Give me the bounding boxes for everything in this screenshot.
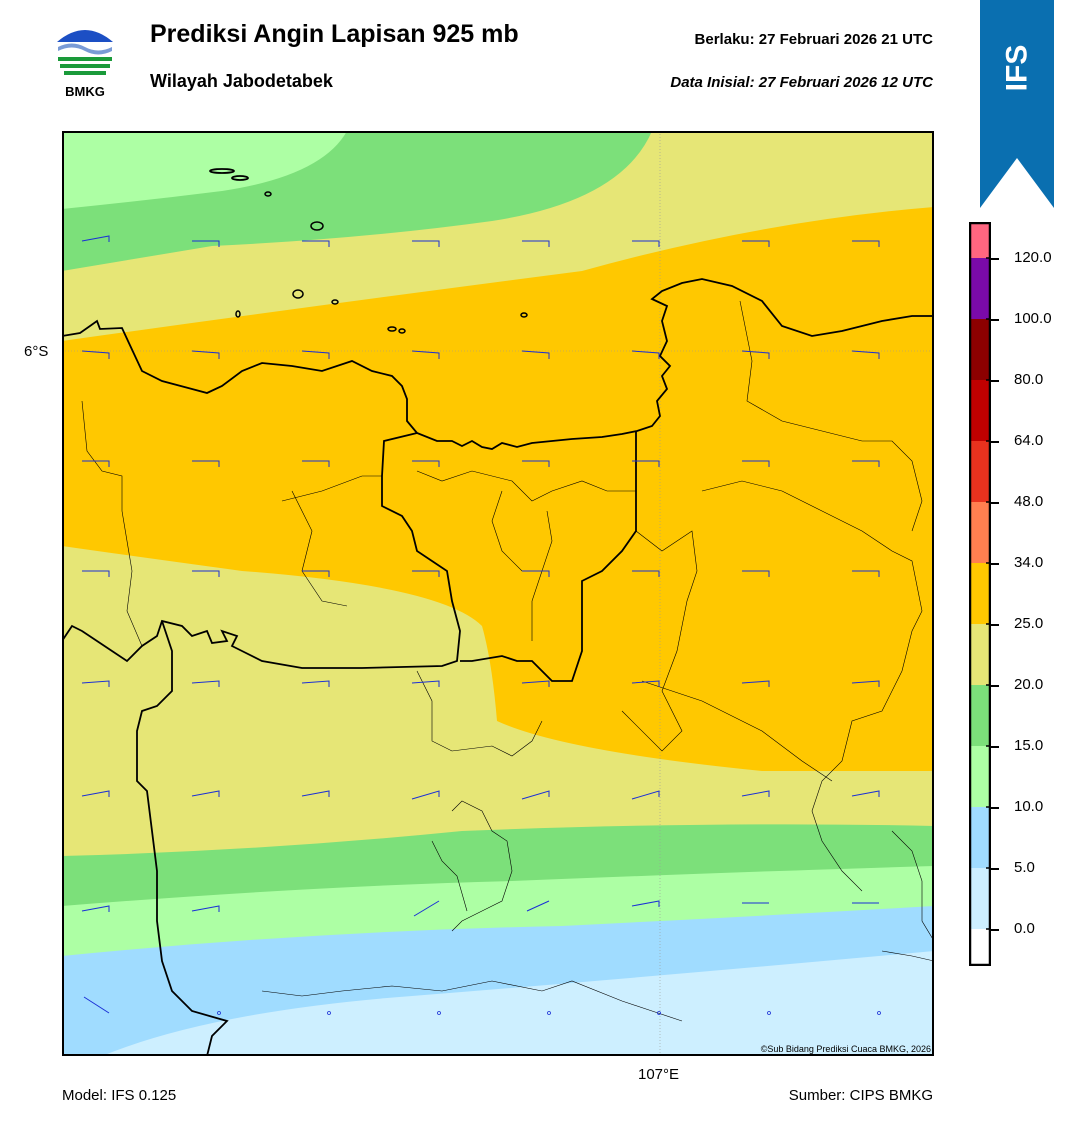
island: [520, 312, 528, 318]
island: [264, 191, 272, 197]
island: [292, 289, 304, 299]
map-frame: [62, 131, 934, 1056]
colorbar-tick-mark: [991, 319, 999, 321]
page-title: Prediksi Angin Lapisan 925 mb: [150, 20, 519, 48]
colorbar-segment: [969, 807, 991, 868]
island: [387, 326, 397, 332]
colorbar-segment: [969, 222, 991, 258]
colorbar-segment: [969, 746, 991, 807]
source-label: Sumber: CIPS BMKG: [788, 1087, 933, 1104]
longitude-label: 107°E: [638, 1066, 680, 1083]
page-subtitle: Wilayah Jabodetabek: [150, 71, 333, 91]
colorbar-tick-label: 20.0: [1014, 676, 1044, 693]
ifs-banner: [980, 0, 1054, 208]
colorbar-tick-mark: [991, 929, 999, 931]
model-label: Model: IFS 0.125: [62, 1087, 177, 1104]
valid-time: Berlaku: 27 Februari 2026 21 UTC: [694, 31, 933, 48]
latitude-label: 6°S: [24, 343, 49, 360]
shade-0-5: [102, 951, 934, 1056]
island: [310, 221, 324, 231]
island: [209, 168, 235, 174]
colorbar-tick-mark: [991, 746, 999, 748]
colorbar-tick-mark: [991, 502, 999, 504]
island: [398, 328, 406, 334]
calm-markers: [217, 1011, 881, 1015]
colorbar-tick-mark: [991, 807, 999, 809]
colorbar-tick-mark: [991, 563, 999, 565]
colorbar-tick-label: 64.0: [1014, 432, 1044, 449]
colorbar-tick-label: 48.0: [1014, 493, 1044, 510]
province-boundary: [136, 620, 229, 1056]
colorbar-segment: [969, 868, 991, 929]
colorbar-tick-mark: [991, 441, 999, 443]
colorbar-segment: [969, 624, 991, 685]
colorbar-segment: [969, 563, 991, 624]
colorbar-tick-mark: [991, 868, 999, 870]
island: [331, 299, 339, 305]
colorbar-segment: [969, 441, 991, 502]
ifs-badge-label: IFS: [999, 44, 1033, 92]
colorbar-segment: [969, 502, 991, 563]
province-boundary: [62, 432, 461, 669]
ifs-badge: IFS: [980, 28, 1054, 108]
island: [231, 175, 249, 181]
colorbar-frame: [969, 222, 991, 966]
colorbar-tick-mark: [991, 624, 999, 626]
bmkg-logo: [55, 22, 115, 82]
logo-text: BMKG: [65, 84, 105, 99]
province-boundary: [460, 431, 637, 682]
map-credit: ©Sub Bidang Prediksi Cuaca BMKG, 2026: [760, 1044, 931, 1054]
shade-25-34: [62, 207, 934, 771]
wind-map[interactable]: [62, 131, 934, 1056]
island: [235, 310, 241, 318]
colorbar-tick-label: 5.0: [1014, 859, 1035, 876]
colorbar-segment: [969, 929, 991, 966]
coastline: [62, 278, 934, 450]
colorbar-tick-label: 34.0: [1014, 554, 1044, 571]
colorbar-segment: [969, 258, 991, 319]
colorbar-tick-label: 100.0: [1014, 310, 1052, 327]
wind-barbs: [81, 235, 880, 1014]
colorbar-tick-label: 15.0: [1014, 737, 1044, 754]
colorbar-tick-mark: [991, 380, 999, 382]
colorbar-tick-mark: [991, 685, 999, 687]
init-time: Data Inisial: 27 Februari 2026 12 UTC: [670, 74, 933, 91]
colorbar-tick-label: 0.0: [1014, 920, 1035, 937]
colorbar-segment: [969, 685, 991, 746]
colorbar-tick-label: 120.0: [1014, 249, 1052, 266]
colorbar-tick-mark: [991, 258, 999, 260]
colorbar-tick-label: 80.0: [1014, 371, 1044, 388]
colorbar-segment: [969, 380, 991, 441]
wind-speed-colorbar: [969, 222, 991, 966]
colorbar-segment: [969, 319, 991, 380]
shade-10-15: [62, 131, 347, 209]
colorbar-tick-label: 10.0: [1014, 798, 1044, 815]
colorbar-tick-label: 25.0: [1014, 615, 1044, 632]
